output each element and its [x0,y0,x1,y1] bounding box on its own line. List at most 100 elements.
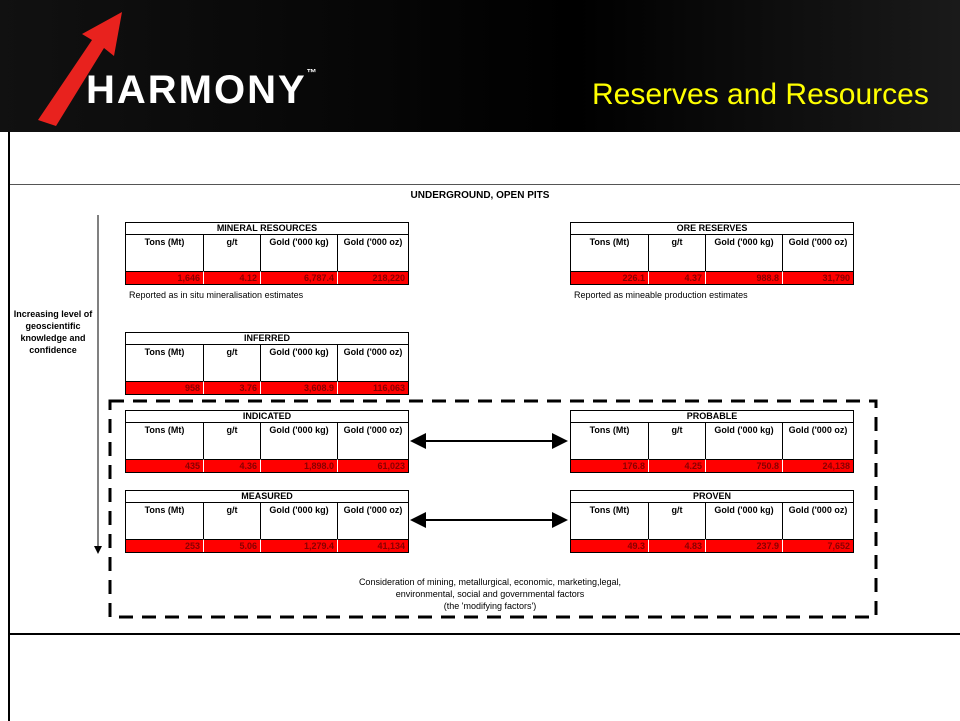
value-cell: 3,608.9 [261,381,338,394]
table: PROBABLE Tons (Mt) g/t Gold ('000 kg) Gold (… [570,410,854,473]
value-cell: 253 [126,539,204,552]
header-row: Tons (Mt) g/t Gold ('000 kg) Gold ('000 oz) [126,503,408,539]
header-row: Tons (Mt) g/t Gold ('000 kg) Gold ('000 oz) [126,235,408,271]
header-cell: Gold ('000 kg) [261,235,338,271]
value-cell: 4.36 [204,459,261,472]
value-row: 958 3.76 3,608.9 116,063 [126,381,408,394]
header-cell: Tons (Mt) [126,345,204,381]
value-cell: 958 [126,381,204,394]
content-panel [10,184,960,635]
value-row: 49.3 4.83 237.9 7,652 [571,539,853,552]
value-cell: 49.3 [571,539,649,552]
value-cell: 1,279.4 [261,539,338,552]
logo: HARMONY™ [86,68,319,113]
frame-line [8,132,10,721]
value-row: 435 4.36 1,898.0 61,023 [126,459,408,472]
value-cell: 3.76 [204,381,261,394]
value-cell: 988.8 [706,271,783,284]
value-row: 176.8 4.25 750.8 24,138 [571,459,853,472]
table-note: Reported as mineable production estimate… [574,290,748,300]
table-title: INFERRED [126,333,408,345]
header-cell: g/t [204,235,261,271]
header-cell: Gold ('000 oz) [343,237,403,247]
table-title: ORE RESERVES [571,223,853,235]
header-cell: g/t [204,423,261,459]
footer-line: environmental, social and governmental f… [395,589,585,599]
header-cell: Tons (Mt) [571,423,649,459]
header-cell: Gold ('000 oz) [343,347,403,357]
value-cell: 41,134 [338,539,408,552]
value-cell: 237.9 [706,539,783,552]
header-row: Tons (Mt) g/t Gold ('000 kg) Gold ('000 oz) [571,235,853,271]
value-cell: 176.8 [571,459,649,472]
value-cell: 226.1 [571,271,649,284]
header-cell: Gold ('000 oz) [788,505,848,515]
header-row: Tons (Mt) g/t Gold ('000 kg) Gold ('000 oz) [126,345,408,381]
table-title: PROVEN [571,491,853,503]
footer-line: (the 'modifying factors') [443,601,537,611]
header-cell: g/t [649,235,706,271]
header-cell: Tons (Mt) [126,235,204,271]
header-cell: Gold ('000 kg) [261,503,338,539]
table-note: Reported as in situ mineralisation estim… [129,290,304,300]
table-title: MINERAL RESOURCES [126,223,408,235]
value-cell: 750.8 [706,459,783,472]
table: PROVEN Tons (Mt) g/t Gold ('000 kg) Gold ('0… [570,490,854,553]
value-row: 253 5.06 1,279.4 41,134 [126,539,408,552]
header-cell: g/t [204,503,261,539]
value-cell: 31,790 [783,271,853,284]
header-cell: Tons (Mt) [571,503,649,539]
header-cell: Gold ('000 oz) [343,505,403,515]
header-cell: Gold ('000 oz) [343,425,403,435]
header-cell: Gold ('000 kg) [706,235,783,271]
header-cell: Gold ('000 oz) [788,237,848,247]
logo-text: HARMONY [86,68,307,112]
table-title: PROBABLE [571,411,853,423]
value-cell: 1,646 [126,271,204,284]
header-cell: Gold ('000 kg) [261,345,338,381]
header-cell: Gold ('000 kg) [261,423,338,459]
header-cell: g/t [649,423,706,459]
header-cell: g/t [649,503,706,539]
value-cell: 4.83 [649,539,706,552]
header-cell: Tons (Mt) [126,423,204,459]
header: HARMONY™ Reserves and Resources [0,0,960,132]
value-cell: 4.37 [649,271,706,284]
header-row: Tons (Mt) g/t Gold ('000 kg) Gold ('000 oz) [571,503,853,539]
value-cell: 1,898.0 [261,459,338,472]
footer-line: Consideration of mining, metallurgical, … [358,577,622,587]
trademark: ™ [306,68,319,79]
value-row: 226.1 4.37 988.8 31,790 [571,271,853,284]
value-cell: 6,787.4 [261,271,338,284]
value-cell: 116,063 [338,381,408,394]
table: MINERAL RESOURCES Tons (Mt) g/t Gold ('000 … [125,222,409,285]
value-cell: 218,220 [338,271,408,284]
table: ORE RESERVES Tons (Mt) g/t Gold ('000 kg) Go… [570,222,854,285]
table: MEASURED Tons (Mt) g/t Gold ('000 kg) Gold (… [125,490,409,553]
side-label: Increasing level of geoscientific knowle… [13,309,93,355]
table: INFERRED Tons (Mt) g/t Gold ('000 kg) Gold (… [125,332,409,395]
diagram-heading: UNDERGROUND, OPEN PITS [410,190,550,201]
footer-text: Consideration of mining, metallurgical, … [290,576,690,612]
header-cell: Tons (Mt) [126,503,204,539]
value-cell: 4.25 [649,459,706,472]
header-cell: Gold ('000 kg) [706,423,783,459]
slide-title: Reserves and Resources [592,78,929,111]
value-cell: 435 [126,459,204,472]
value-cell: 5.06 [204,539,261,552]
header-cell: Gold ('000 kg) [706,503,783,539]
header-row: Tons (Mt) g/t Gold ('000 kg) Gold ('000 oz) [571,423,853,459]
header-cell: g/t [204,345,261,381]
table-title: INDICATED [126,411,408,423]
logo-arrow [38,12,122,126]
value-cell: 24,138 [783,459,853,472]
value-row: 1,646 4.12 6,787.4 218,220 [126,271,408,284]
value-cell: 7,652 [783,539,853,552]
header-cell: Gold ('000 oz) [788,425,848,435]
table: INDICATED Tons (Mt) g/t Gold ('000 kg) Gold … [125,410,409,473]
value-cell: 61,023 [338,459,408,472]
table-title: MEASURED [126,491,408,503]
header-row: Tons (Mt) g/t Gold ('000 kg) Gold ('000 oz) [126,423,408,459]
